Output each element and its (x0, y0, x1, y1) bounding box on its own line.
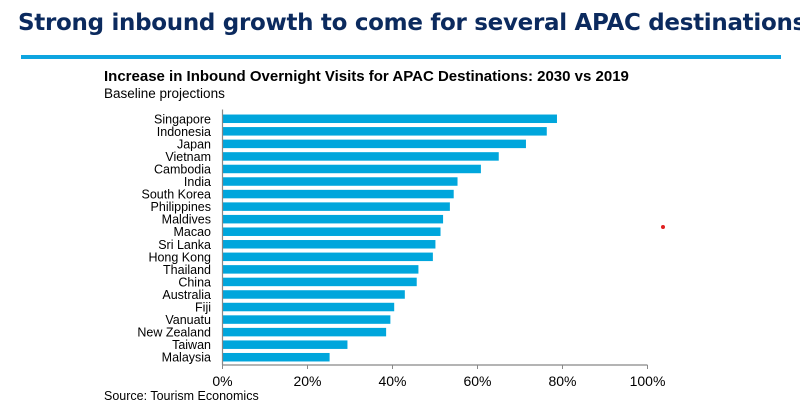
category-label: Sri Lanka (158, 238, 211, 252)
bar (222, 164, 481, 174)
category-label: Malaysia (162, 351, 211, 365)
category-label: Japan (177, 137, 211, 151)
category-label: Vanuatu (165, 313, 211, 327)
bar (222, 302, 395, 312)
x-tick-label: 100% (630, 373, 666, 389)
x-tick-label: 60% (463, 373, 491, 389)
category-label: China (178, 275, 211, 289)
bar (222, 252, 433, 262)
bar (222, 290, 405, 299)
category-label: Taiwan (172, 338, 211, 352)
category-label: Thailand (163, 263, 211, 277)
category-label: Philippines (151, 200, 211, 214)
bar (222, 139, 526, 149)
bar (222, 265, 419, 274)
category-label: South Korea (142, 188, 212, 202)
category-label: Hong Kong (148, 250, 211, 264)
bar (222, 352, 330, 362)
category-label: Fiji (195, 301, 211, 315)
bar (222, 277, 417, 287)
category-label: Maldives (162, 213, 211, 227)
bar (222, 152, 499, 161)
bar (222, 340, 348, 349)
category-label: New Zealand (137, 326, 211, 340)
category-label: Macao (173, 225, 211, 239)
bar (222, 177, 458, 186)
category-label: Australia (162, 288, 211, 302)
bar (222, 114, 557, 124)
category-label: Singapore (154, 112, 211, 126)
bar (222, 240, 436, 249)
source-note: Source: Tourism Economics (104, 389, 259, 403)
category-label: Vietnam (165, 150, 211, 164)
category-label: Indonesia (157, 125, 211, 139)
bar (222, 202, 450, 211)
x-tick-label: 20% (293, 373, 321, 389)
x-tick-label: 0% (212, 373, 232, 389)
x-tick-label: 80% (548, 373, 576, 389)
title-divider (21, 55, 781, 59)
bar (222, 189, 454, 199)
category-label: Cambodia (154, 162, 211, 176)
bar (222, 214, 444, 224)
bar (222, 327, 387, 337)
bar (222, 315, 391, 324)
chart-title: Increase in Inbound Overnight Visits for… (104, 68, 629, 85)
slide-title: Strong inbound growth to come for severa… (18, 10, 800, 36)
bar (222, 227, 441, 236)
bar (222, 127, 547, 136)
x-tick-label: 40% (378, 373, 406, 389)
red-dot-marker (661, 225, 665, 229)
category-label: India (184, 175, 211, 189)
chart-subtitle: Baseline projections (104, 86, 225, 101)
